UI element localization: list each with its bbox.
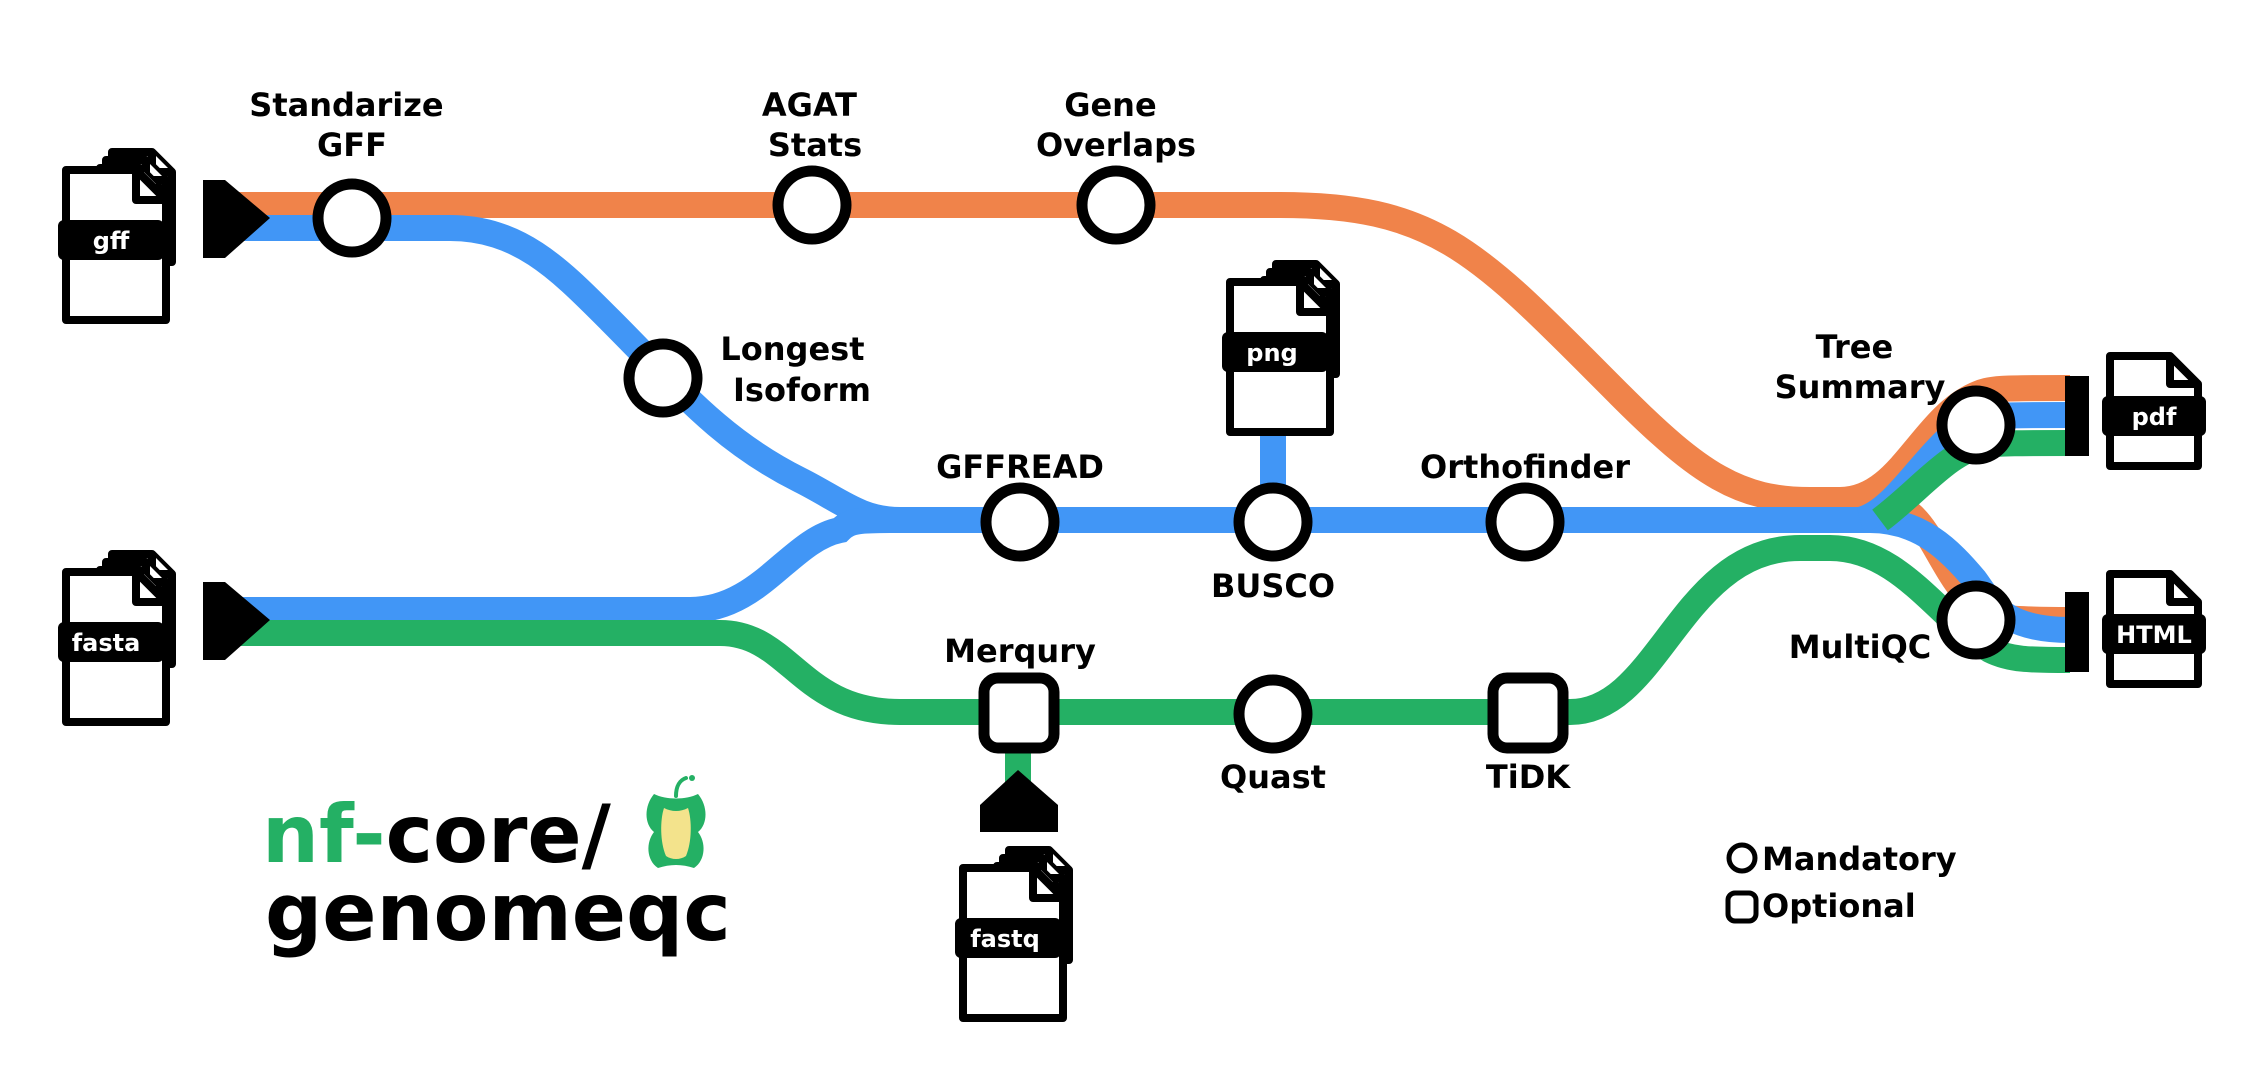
legend-optional-label: Optional	[1762, 887, 1916, 925]
gff-file-icon: gff	[58, 152, 172, 320]
agat-stats-label: AGAT Stats	[762, 86, 868, 164]
gff-terminal	[203, 180, 270, 258]
legend-mandatory-icon	[1726, 842, 1758, 874]
blue-line-upper	[205, 507, 901, 623]
legend-mandatory-label: Mandatory	[1762, 840, 1957, 878]
pdf-file-icon: pdf	[2102, 356, 2206, 466]
busco-node	[1233, 482, 1313, 562]
png-file-label: png	[1246, 339, 1297, 367]
gene-overlaps-node	[1076, 165, 1156, 245]
tree-summary-node	[1936, 385, 2016, 465]
png-file-icon: png	[1222, 264, 1336, 432]
fastq-file-icon: fastq	[955, 850, 1069, 1018]
longest-isoform-label: Longest Isoform	[720, 330, 875, 409]
gffread-node	[980, 482, 1060, 562]
fasta-file-icon: fasta	[58, 554, 172, 722]
agat-stats-node	[772, 165, 852, 245]
busco-label: BUSCO	[1211, 567, 1335, 605]
tidk-label: TiDK	[1486, 758, 1571, 796]
fastq-terminal	[980, 770, 1058, 832]
merqury-node	[978, 672, 1060, 754]
quast-node	[1233, 674, 1313, 754]
orthofinder-node	[1485, 482, 1565, 562]
html-terminal	[2065, 592, 2089, 672]
pipeline-lines	[205, 192, 2071, 800]
fasta-file-label: fasta	[72, 629, 141, 657]
fastq-file-label: fastq	[970, 925, 1040, 953]
html-file-label: HTML	[2116, 621, 2192, 649]
orthofinder-label: Orthofinder	[1420, 448, 1630, 486]
blue-line	[205, 215, 2071, 643]
multiqc-node	[1936, 580, 2016, 660]
merqury-label: Merqury	[944, 632, 1096, 670]
legend: Mandatory Optional	[1725, 840, 1957, 925]
pdf-terminal	[2065, 376, 2089, 456]
gffread-label: GFFREAD	[936, 448, 1104, 486]
multiqc-label: MultiQC	[1789, 628, 1932, 666]
standarize-gff-node	[312, 178, 392, 258]
gene-overlaps-label: Gene Overlaps	[1036, 86, 1196, 164]
longest-isoform-node	[623, 338, 703, 418]
tidk-node	[1487, 672, 1569, 754]
nf-core-genomeqc-logo: nf-core/ genomeqc	[262, 775, 731, 959]
pdf-file-label: pdf	[2132, 403, 2177, 431]
html-file-icon: HTML	[2102, 574, 2206, 684]
quast-label: Quast	[1220, 758, 1326, 796]
step-labels: Standarize GFF AGAT Stats Gene Overlaps …	[249, 86, 1945, 796]
fasta-terminal	[203, 582, 270, 660]
logo-line-1: nf-core/	[262, 788, 612, 881]
tree-summary-label: Tree Summary	[1775, 328, 1946, 406]
gff-file-label: gff	[93, 227, 130, 255]
legend-optional-icon	[1725, 890, 1759, 924]
standarize-gff-label: Standarize GFF	[249, 86, 454, 164]
apple-core-icon	[646, 775, 706, 868]
logo-line-2: genomeqc	[265, 866, 731, 959]
